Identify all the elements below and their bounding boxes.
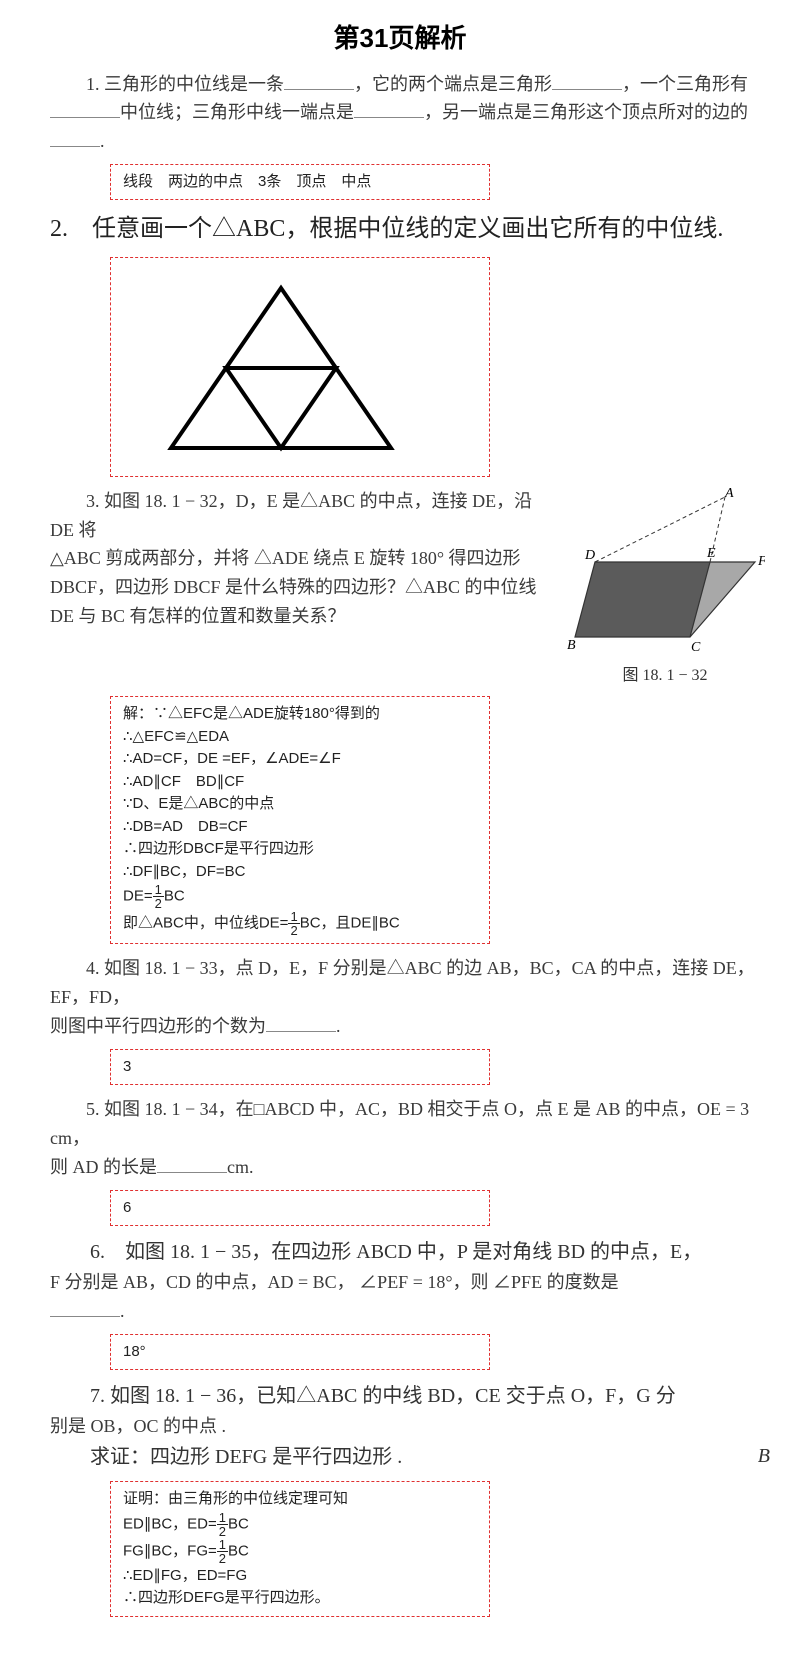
blank [354, 100, 424, 118]
triangle-midlines-svg [111, 258, 451, 468]
q7-l3: 求证：四边形 DEFG 是平行四边形 . [50, 1441, 740, 1473]
blank [50, 100, 120, 118]
answer-line: DE=12BC [123, 883, 477, 910]
answer-line: ∴AD=CF，DE =EF，∠ADE=∠F [123, 748, 477, 771]
q1-t2: ，它的两个端点是三角形 [354, 74, 552, 94]
answer-7: 证明：由三角形的中位线定理可知ED∥BC，ED=12BCFG∥BC，FG=12B… [110, 1481, 490, 1617]
fig3-caption: 图 18. 1 − 32 [560, 663, 770, 689]
answer-4: 3 [110, 1049, 490, 1086]
page-title: 第31页解析 [0, 0, 800, 70]
fig3-svg: A D E F B C [565, 487, 765, 657]
q1-line3: . [50, 127, 770, 156]
answer-line: ED∥BC，ED=12BC [123, 1511, 477, 1538]
q1-line1: 1. 三角形的中位线是一条 ，它的两个端点是三角形 ，一个三角形有 [50, 70, 770, 99]
q6-l2: F 分别是 AB，CD 的中点，AD = BC， ∠PEF = 18°，则 ∠P… [50, 1268, 770, 1297]
inner-triangle [226, 368, 336, 448]
q2-text: 2. 任意画一个△ABC，根据中位线的定义画出它所有的中位线. [50, 210, 770, 248]
answer-3: 解：∵△EFC是△ADE旋转180°得到的∴△EFC≌△EDA∴AD=CF，DE… [110, 696, 490, 944]
answer-line: ∴△EFC≌△EDA [123, 726, 477, 749]
q1-t3: ，一个三角形有 [622, 74, 748, 94]
q4-pre: 则图中平行四边形的个数为 [50, 1016, 266, 1036]
q1-t6: . [100, 131, 105, 151]
blank [552, 72, 622, 90]
answer-line: ∴ED∥FG，ED=FG [123, 1565, 477, 1588]
q5-post: cm. [227, 1157, 254, 1177]
question-3: 3. 如图 18. 1 − 32，D，E 是△ABC 的中点，连接 DE，沿 D… [50, 487, 770, 689]
poly-dbce-dark [575, 562, 710, 637]
q4-l1: 4. 如图 18. 1 − 33，点 D，E，F 分别是△ABC 的边 AB，B… [50, 954, 770, 1012]
blank [266, 1014, 336, 1032]
dash-da [595, 497, 725, 562]
content-area: 1. 三角形的中位线是一条 ，它的两个端点是三角形 ，一个三角形有 中位线；三角形中… [0, 70, 800, 1657]
q3-l2: △ABC 剪成两部分，并将 △ADE 绕点 E 旋转 180° 得四边形 [50, 544, 550, 573]
question-1: 1. 三角形的中位线是一条 ，它的两个端点是三角形 ，一个三角形有 中位线；三角形中… [50, 70, 770, 156]
q1-line2: 中位线；三角形中线一端点是 ，另一端点是三角形这个顶点所对的边的 [50, 98, 770, 127]
q6-l1: 6. 如图 18. 1 − 35，在四边形 ABCD 中，P 是对角线 BD 的… [50, 1236, 770, 1268]
q1-t4: 中位线；三角形中线一端点是 [120, 102, 354, 122]
q6-l3: . [50, 1297, 770, 1326]
q5-pre: 则 AD 的长是 [50, 1157, 157, 1177]
q7-l2: 别是 OB，OC 的中点 . [50, 1412, 740, 1441]
answer-line: 解：∵△EFC是△ADE旋转180°得到的 [123, 703, 477, 726]
answer-line: ∴四边形DEFG是平行四边形。 [123, 1587, 477, 1610]
question-6: 6. 如图 18. 1 − 35，在四边形 ABCD 中，P 是对角线 BD 的… [50, 1236, 770, 1326]
q3-l3: DBCF，四边形 DBCF 是什么特殊的四边形？△ABC 的中位线 [50, 573, 550, 602]
answer-line: ∴四边形DBCF是平行四边形 [123, 838, 477, 861]
question-4: 4. 如图 18. 1 − 33，点 D，E，F 分别是△ABC 的边 AB，B… [50, 954, 770, 1040]
q6-dot: . [120, 1301, 125, 1321]
answer-1: 线段 两边的中点 3条 顶点 中点 [110, 164, 490, 201]
answer-line: 证明：由三角形的中位线定理可知 [123, 1488, 477, 1511]
answer-line: 即△ABC中，中位线DE=12BC，且DE∥BC [123, 910, 477, 937]
question-5: 5. 如图 18. 1 − 34，在□ABCD 中，AC，BD 相交于点 O，点… [50, 1095, 770, 1181]
lbl-F: F [757, 554, 765, 569]
q7-right-B-label: B [740, 1380, 770, 1473]
question-2: 2. 任意画一个△ABC，根据中位线的定义画出它所有的中位线. [50, 210, 770, 248]
answer-line: FG∥BC，FG=12BC [123, 1538, 477, 1565]
figure-18-1-32: A D E F B C 图 18. 1 − 32 [560, 487, 770, 689]
q5-l1: 5. 如图 18. 1 − 34，在□ABCD 中，AC，BD 相交于点 O，点… [50, 1095, 770, 1153]
q3-l4: DE 与 BC 有怎样的位置和数量关系？ [50, 602, 550, 631]
question-7: 7. 如图 18. 1 − 36，已知△ABC 的中线 BD，CE 交于点 O，… [50, 1380, 770, 1473]
blank [284, 72, 354, 90]
answer-2-diagram [110, 257, 490, 477]
answer-6: 18° [110, 1334, 490, 1371]
q7-l1: 7. 如图 18. 1 − 36，已知△ABC 的中线 BD，CE 交于点 O，… [50, 1380, 740, 1412]
lbl-D: D [584, 548, 595, 563]
lbl-C: C [691, 640, 701, 655]
lbl-E: E [706, 546, 716, 561]
q3-text-block: 3. 如图 18. 1 − 32，D，E 是△ABC 的中点，连接 DE，沿 D… [50, 487, 560, 631]
q1-t1: 1. 三角形的中位线是一条 [86, 74, 284, 94]
blank [157, 1155, 227, 1173]
q5-l2: 则 AD 的长是 cm. [50, 1153, 770, 1182]
answer-line: ∵D、E是△ABC的中点 [123, 793, 477, 816]
q3-l1: 3. 如图 18. 1 − 32，D，E 是△ABC 的中点，连接 DE，沿 D… [50, 487, 550, 545]
q4-l2: 则图中平行四边形的个数为. [50, 1012, 770, 1041]
answer-line: ∴DF∥BC，DF=BC [123, 861, 477, 884]
lbl-A: A [724, 487, 734, 501]
blank [50, 129, 100, 147]
answer-line: ∴DB=AD DB=CF [123, 816, 477, 839]
q1-t5: ，另一端点是三角形这个顶点所对的边的 [424, 102, 748, 122]
q7-text: 7. 如图 18. 1 − 36，已知△ABC 的中线 BD，CE 交于点 O，… [50, 1380, 740, 1473]
answer-line: ∴AD∥CF BD∥CF [123, 771, 477, 794]
lbl-B: B [567, 638, 576, 653]
blank [50, 1299, 120, 1317]
answer-5: 6 [110, 1190, 490, 1227]
